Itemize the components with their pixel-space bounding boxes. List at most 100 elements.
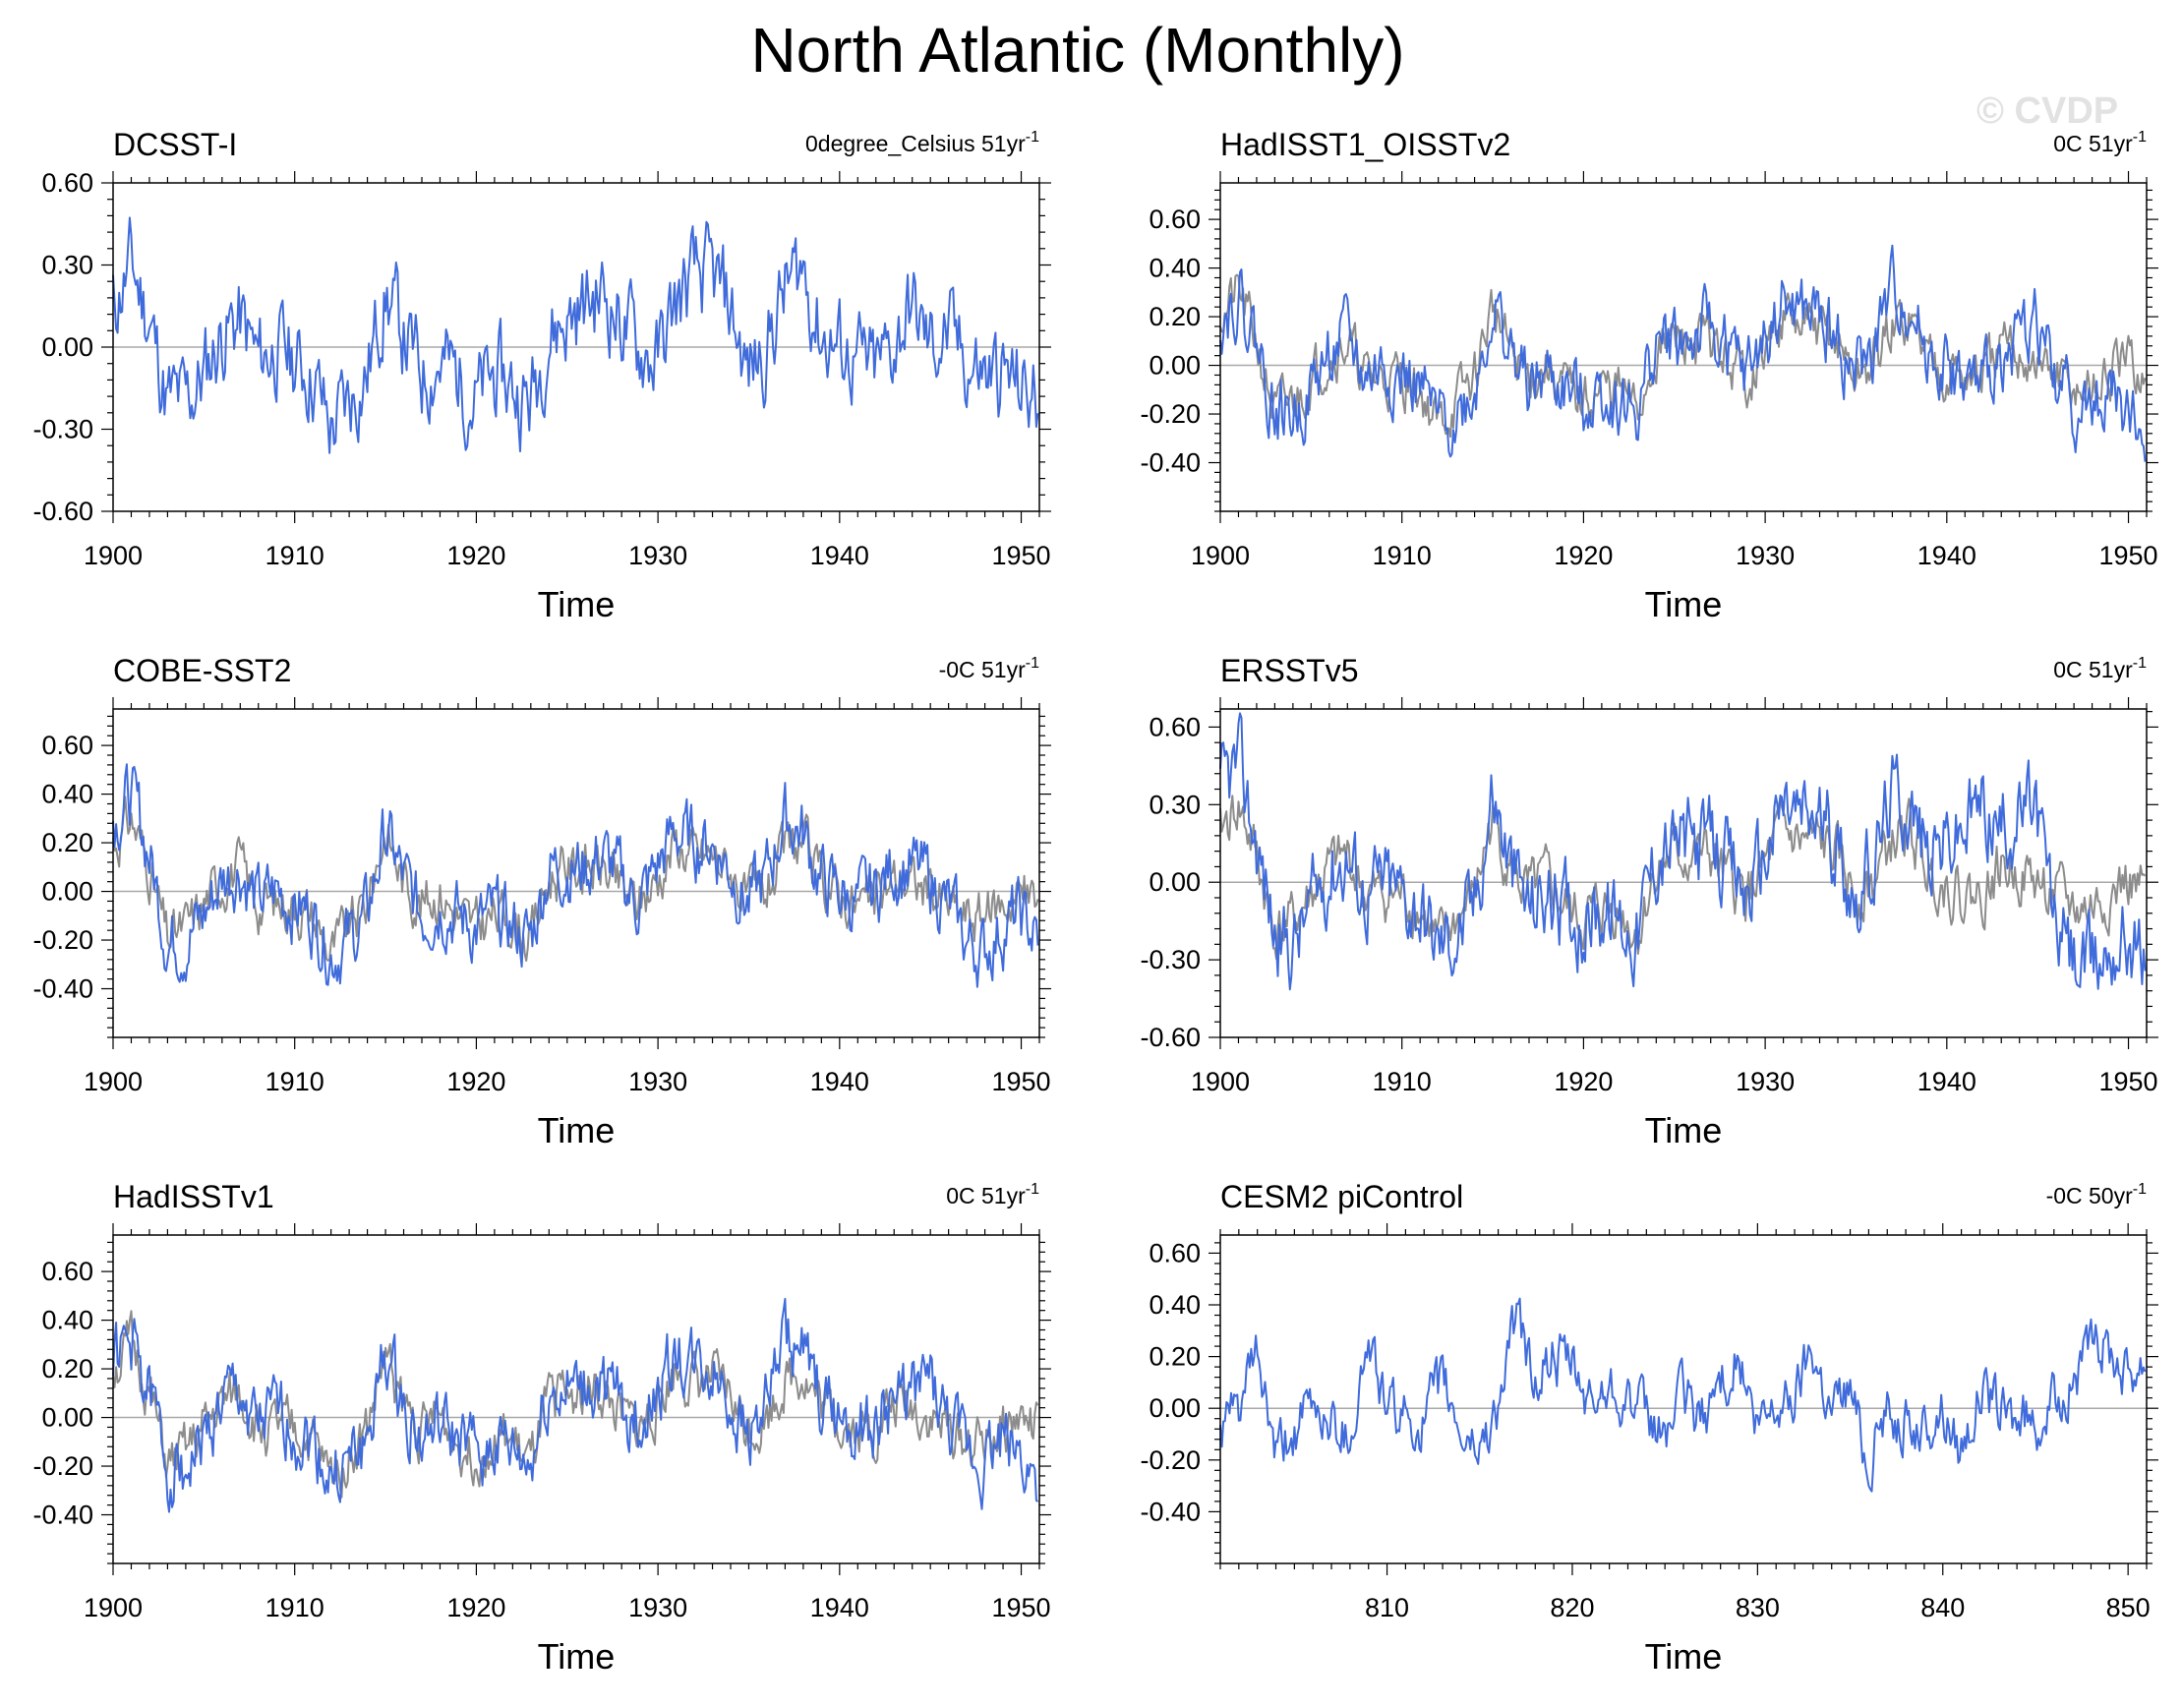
y-tick-label: 0.30: [41, 251, 93, 280]
watermark: © CVDP: [1976, 90, 2119, 132]
x-tick-label: 810: [1365, 1593, 1409, 1622]
y-tick-label: 0.00: [1149, 1393, 1201, 1423]
x-tick-label: 1950: [991, 541, 1050, 570]
panel-2: 1900 1910 1920 1930 1940 1950 0.60 0.40 0.20 0.00…: [1140, 127, 2158, 624]
annotation-superscript: -1: [2133, 129, 2147, 146]
panel-3: 1900 1910 1920 1930 1940 1950 0.60 0.40 0.20 0.00…: [32, 653, 1051, 1150]
series-line-obs: [1219, 795, 2147, 961]
annotation-text: 0C 51yr: [2053, 657, 2133, 682]
y-tick-label: -0.60: [32, 497, 93, 526]
annotation-text: 0C 51yr: [946, 1183, 1026, 1208]
y-tick-label: 0.60: [41, 168, 93, 198]
panel-4: 1900 1910 1920 1930 1940 1950 0.60 0.30 0.00 -0.3…: [1140, 653, 2158, 1150]
x-axis-label: Time: [538, 584, 616, 624]
x-tick-label: 1930: [628, 541, 687, 570]
x-tick-label: 850: [2106, 1593, 2151, 1622]
x-tick-label: 1930: [628, 1593, 687, 1622]
y-tick-label: -0.20: [32, 1451, 93, 1481]
series-line-model: [1219, 712, 2147, 991]
y-tick-label: 0.00: [41, 332, 93, 362]
x-tick-label: 1930: [1736, 1067, 1795, 1096]
y-tick-label: 0.60: [1149, 205, 1201, 234]
y-tick-label: -0.30: [32, 415, 93, 444]
x-tick-label: 830: [1736, 1593, 1780, 1622]
x-tick-label: 1950: [991, 1067, 1050, 1096]
x-tick-label: 1940: [810, 541, 869, 570]
plot-frame: [112, 708, 1040, 1038]
y-tick-label: 0.30: [1149, 790, 1201, 819]
x-tick-label: 1900: [84, 1593, 143, 1622]
annotation-superscript: -1: [1026, 655, 1039, 672]
y-tick-label: -0.40: [1140, 448, 1201, 478]
y-tick-label: 0.00: [1149, 867, 1201, 897]
y-tick-label: 0.40: [41, 780, 93, 809]
y-tick-label: 0.20: [1149, 302, 1201, 331]
x-tick-label: 1910: [265, 1067, 324, 1096]
y-tick-label: 0.00: [41, 1403, 93, 1433]
annotation-text: 0degree_Celsius 51yr: [805, 131, 1026, 156]
y-tick-label: 0.60: [1149, 712, 1201, 741]
y-tick-label: 0.00: [41, 877, 93, 907]
panel-annotation: 0C 51yr-1: [2053, 655, 2147, 682]
x-axis-label: Time: [538, 1110, 616, 1150]
x-tick-label: 1950: [2098, 1067, 2157, 1096]
x-axis-label: Time: [1645, 1636, 1723, 1677]
y-tick-label: 0.40: [1149, 254, 1201, 283]
x-tick-label: 1900: [84, 541, 143, 570]
series-line-obs: [1219, 273, 2147, 439]
x-tick-label: 1940: [810, 1067, 869, 1096]
y-tick-label: -0.40: [1140, 1497, 1201, 1526]
series-line-model: [1219, 1297, 2147, 1493]
annotation-text: 0C 51yr: [2053, 131, 2133, 156]
y-tick-label: -0.20: [1140, 1445, 1201, 1475]
y-tick-label: 0.60: [1149, 1238, 1201, 1267]
x-tick-label: 1940: [1917, 541, 1976, 570]
y-tick-label: 0.20: [41, 828, 93, 857]
x-tick-label: 1910: [1373, 541, 1432, 570]
y-tick-label: 0.20: [41, 1354, 93, 1384]
panel-title: ERSSTv5: [1220, 653, 1358, 688]
x-tick-label: 1900: [84, 1067, 143, 1096]
y-tick-label: 0.40: [41, 1306, 93, 1335]
series-line-obs: [112, 795, 1039, 962]
y-tick-label: -0.20: [1140, 399, 1201, 429]
panel-6: 810 820 830 840 850 0.60 0.40 0.20 0.00 -0.20 -0.4…: [1140, 1179, 2158, 1677]
annotation-superscript: -1: [1026, 1181, 1039, 1198]
y-tick-label: -0.40: [32, 974, 93, 1004]
panel-annotation: 0C 51yr-1: [2053, 129, 2147, 156]
annotation-superscript: -1: [2133, 655, 2147, 672]
page-title: North Atlantic (Monthly): [750, 15, 1405, 86]
panel-title: DCSST-I: [113, 127, 237, 162]
x-tick-label: 1950: [2098, 541, 2157, 570]
x-tick-label: 1930: [628, 1067, 687, 1096]
panel-annotation: 0C 51yr-1: [946, 1181, 1039, 1208]
y-tick-label: -0.40: [32, 1501, 93, 1530]
x-axis-label: Time: [1645, 1110, 1723, 1150]
panel-title: HadISSTv1: [113, 1179, 274, 1214]
series-line-model: [112, 763, 1039, 988]
panel-title: CESM2 piControl: [1220, 1179, 1463, 1214]
panel-annotation: -0C 51yr-1: [939, 655, 1040, 682]
y-tick-label: 0.40: [1149, 1290, 1201, 1320]
annotation-text: -0C 50yr: [2046, 1183, 2134, 1208]
x-tick-label: 1920: [1554, 541, 1613, 570]
panel-5: 1900 1910 1920 1930 1940 1950 0.60 0.40 0.20 0.00…: [32, 1179, 1051, 1677]
annotation-superscript: -1: [1026, 129, 1039, 146]
x-tick-label: 1900: [1191, 541, 1250, 570]
x-tick-label: 1920: [446, 541, 505, 570]
x-tick-label: 1910: [1373, 1067, 1432, 1096]
x-tick-label: 1940: [1917, 1067, 1976, 1096]
panel-title: HadISST1_OISSTv2: [1220, 127, 1510, 162]
y-tick-label: -0.20: [32, 925, 93, 955]
y-tick-label: -0.60: [1140, 1023, 1201, 1052]
x-tick-label: 1920: [446, 1067, 505, 1096]
x-axis-label: Time: [1645, 584, 1723, 624]
series-line-model: [112, 216, 1039, 454]
y-tick-label: 0.60: [41, 1257, 93, 1286]
x-tick-label: 1900: [1191, 1067, 1250, 1096]
x-tick-label: 1920: [1554, 1067, 1613, 1096]
x-tick-label: 1910: [265, 541, 324, 570]
y-tick-label: -0.30: [1140, 945, 1201, 974]
y-tick-label: 0.60: [41, 731, 93, 760]
